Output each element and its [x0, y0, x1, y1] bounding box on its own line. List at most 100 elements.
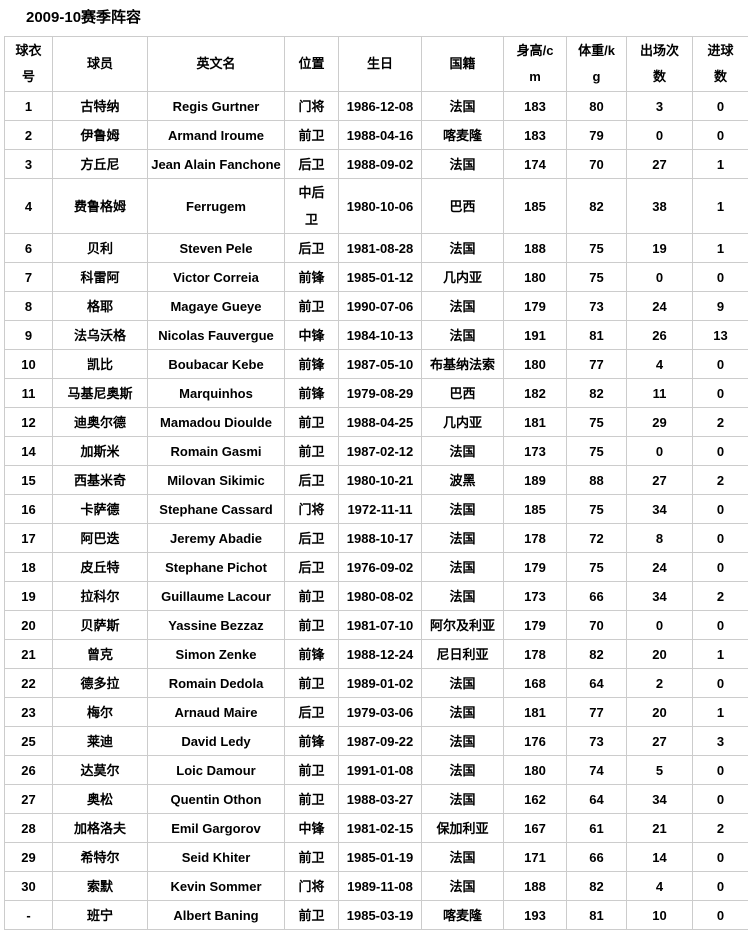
table-cell: 0 [692, 91, 748, 121]
table-cell: 法国 [421, 755, 504, 785]
table-cell: Steven Pele [147, 233, 285, 263]
table-cell: 75 [566, 262, 627, 292]
table-cell: 27 [626, 149, 693, 179]
table-row: 7 科雷阿 Victor Correia 前锋 1985-01-12 几内亚 180 75 0 0 [4, 262, 748, 292]
table-row: 9 法乌沃格 Nicolas Fauvergue 中锋 1984-10-13 法国 191 8… [4, 320, 748, 350]
table-cell: 3 [626, 91, 693, 121]
table-cell: 1987-09-22 [338, 726, 422, 756]
table-cell: 189 [503, 465, 567, 495]
table-cell: 38 [626, 178, 693, 234]
table-cell: 1986-12-08 [338, 91, 422, 121]
table-cell: 法国 [421, 149, 504, 179]
table-cell: Jeremy Abadie [147, 523, 285, 553]
table-cell: 索默 [52, 871, 148, 901]
roster-table-body: 1 古特纳 Regis Gurtner 门将 1986-12-08 法国 183 80 3 0 2 伊… [4, 91, 748, 930]
table-cell: 前锋 [284, 639, 339, 669]
table-cell: 法国 [421, 726, 504, 756]
column-header: 进球 数 [692, 36, 748, 92]
table-row: 26 达莫尔 Loic Damour 前卫 1991-01-08 法国 180 74 5 0 [4, 755, 748, 785]
table-cell: Romain Gasmi [147, 436, 285, 466]
table-cell: 17 [4, 523, 53, 553]
table-cell: Albert Baning [147, 900, 285, 930]
table-row: 6 贝利 Steven Pele 后卫 1981-08-28 法国 188 75 19 1 [4, 233, 748, 263]
table-cell: 179 [503, 610, 567, 640]
table-cell: 1987-05-10 [338, 349, 422, 379]
table-cell: 61 [566, 813, 627, 843]
table-cell: 后卫 [284, 552, 339, 582]
table-row: 22 德多拉 Romain Dedola 前卫 1989-01-02 法国 168 64 2 0 [4, 668, 748, 698]
table-cell: 前卫 [284, 407, 339, 437]
table-cell: 178 [503, 639, 567, 669]
column-header: 球衣 号 [4, 36, 53, 92]
table-cell: 2 [692, 581, 748, 611]
column-header: 出场次 数 [626, 36, 693, 92]
table-cell: 几内亚 [421, 407, 504, 437]
table-cell: 173 [503, 436, 567, 466]
table-cell: 188 [503, 871, 567, 901]
table-cell: 1988-04-25 [338, 407, 422, 437]
table-cell: 183 [503, 120, 567, 150]
table-cell: - [4, 900, 53, 930]
table-cell: 7 [4, 262, 53, 292]
table-cell: 75 [566, 407, 627, 437]
table-cell: 74 [566, 755, 627, 785]
table-cell: 前卫 [284, 610, 339, 640]
table-cell: 75 [566, 494, 627, 524]
table-cell: 0 [692, 871, 748, 901]
table-cell: 阿巴迭 [52, 523, 148, 553]
table-cell: Quentin Othon [147, 784, 285, 814]
table-cell: 3 [4, 149, 53, 179]
table-cell: 70 [566, 610, 627, 640]
table-cell: Simon Zenke [147, 639, 285, 669]
table-cell: 格耶 [52, 291, 148, 321]
table-cell: 1988-04-16 [338, 120, 422, 150]
table-cell: 27 [626, 465, 693, 495]
table-cell: 1985-01-19 [338, 842, 422, 872]
table-cell: 科雷阿 [52, 262, 148, 292]
table-row: 18 皮丘特 Stephane Pichot 后卫 1976-09-02 法国 179 75 2… [4, 552, 748, 582]
column-header: 生日 [338, 36, 422, 92]
table-cell: 9 [4, 320, 53, 350]
table-cell: 73 [566, 291, 627, 321]
table-row: 29 希特尔 Seid Khiter 前卫 1985-01-19 法国 171 66 14 0 [4, 842, 748, 872]
table-cell: 1989-11-08 [338, 871, 422, 901]
table-row: 16 卡萨德 Stephane Cassard 门将 1972-11-11 法国 185 75… [4, 494, 748, 524]
table-cell: 75 [566, 552, 627, 582]
table-cell: 185 [503, 178, 567, 234]
table-cell: Romain Dedola [147, 668, 285, 698]
table-cell: 法国 [421, 436, 504, 466]
table-cell: 0 [692, 900, 748, 930]
table-cell: 尼日利亚 [421, 639, 504, 669]
table-cell: 171 [503, 842, 567, 872]
table-cell: 1981-07-10 [338, 610, 422, 640]
table-cell: 77 [566, 697, 627, 727]
table-cell: Mamadou Dioulde [147, 407, 285, 437]
table-cell: 21 [4, 639, 53, 669]
table-cell: 0 [692, 378, 748, 408]
table-cell: 1 [692, 178, 748, 234]
table-cell: 79 [566, 120, 627, 150]
table-cell: 28 [4, 813, 53, 843]
column-header: 球员 [52, 36, 148, 92]
table-row: 12 迪奥尔德 Mamadou Dioulde 前卫 1988-04-25 几内亚 181 7… [4, 407, 748, 437]
table-cell: 191 [503, 320, 567, 350]
table-cell: 1988-12-24 [338, 639, 422, 669]
table-cell: 马基尼奥斯 [52, 378, 148, 408]
table-cell: 1988-09-02 [338, 149, 422, 179]
table-cell: 176 [503, 726, 567, 756]
table-cell: 82 [566, 639, 627, 669]
table-cell: 178 [503, 523, 567, 553]
table-cell: 14 [4, 436, 53, 466]
table-cell: 1 [692, 149, 748, 179]
table-cell: 1980-10-21 [338, 465, 422, 495]
column-header: 位置 [284, 36, 339, 92]
table-cell: 班宁 [52, 900, 148, 930]
table-cell: 前锋 [284, 262, 339, 292]
table-cell: 0 [626, 436, 693, 466]
table-cell: 4 [4, 178, 53, 234]
table-cell: 1991-01-08 [338, 755, 422, 785]
table-cell: 前锋 [284, 378, 339, 408]
table-cell: 前卫 [284, 291, 339, 321]
table-row: - 班宁 Albert Baning 前卫 1985-03-19 喀麦隆 193 81 10 0 [4, 900, 748, 930]
table-cell: 30 [4, 871, 53, 901]
